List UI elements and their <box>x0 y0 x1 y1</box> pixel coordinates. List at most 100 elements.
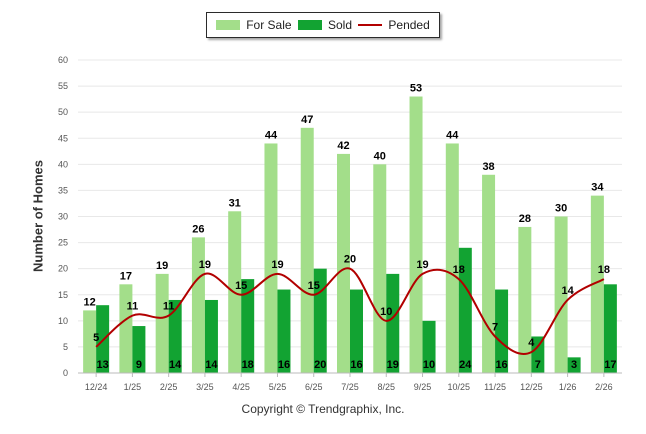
data-label-pended: 20 <box>344 254 356 266</box>
y-tick-label: 5 <box>63 342 68 352</box>
data-label-for-sale: 19 <box>156 260 168 272</box>
x-tick-label: 1/26 <box>559 382 577 392</box>
x-tick-label: 4/25 <box>232 382 250 392</box>
y-tick-label: 50 <box>58 107 68 117</box>
pended-line-group <box>95 267 605 355</box>
y-tick-label: 55 <box>58 81 68 91</box>
data-label-sold: 14 <box>205 359 218 371</box>
data-label-for-sale: 44 <box>446 129 459 141</box>
data-label-for-sale: 28 <box>519 213 531 225</box>
bar-for-sale <box>155 273 169 373</box>
bar-sold <box>350 289 363 373</box>
data-label-for-sale: 26 <box>192 223 204 235</box>
bar-for-sale <box>337 153 350 373</box>
bar-sold <box>458 247 472 373</box>
data-label-sold: 24 <box>459 359 472 371</box>
data-label-for-sale: 38 <box>482 161 494 173</box>
data-label-pended: 19 <box>199 259 211 271</box>
bar-sold <box>204 299 218 373</box>
data-label-pended: 18 <box>453 264 465 276</box>
legend-item-for-sale[interactable]: For Sale <box>216 18 292 32</box>
data-label-for-sale: 53 <box>410 83 422 95</box>
data-label-sold: 16 <box>495 359 507 371</box>
y-tick-label: 60 <box>58 55 68 65</box>
x-tick-label: 2/25 <box>160 382 178 392</box>
data-label-sold: 3 <box>571 359 577 371</box>
y-tick-label: 20 <box>58 264 68 274</box>
bar-sold <box>495 289 509 373</box>
sold-swatch <box>297 20 322 30</box>
legend-item-sold[interactable]: Sold <box>297 18 352 32</box>
data-label-for-sale: 42 <box>337 140 349 152</box>
x-tick-label: 12/25 <box>520 382 543 392</box>
legend: For Sale Sold Pended <box>206 12 440 38</box>
y-tick-label: 15 <box>58 290 68 300</box>
y-axis-label: Number of Homes <box>30 160 46 272</box>
pended-swatch <box>358 24 383 26</box>
data-label-for-sale: 40 <box>374 150 386 162</box>
data-labels-group: 1213179191426143118441647204216401953104… <box>84 83 617 371</box>
bars-group <box>83 96 617 374</box>
data-label-sold: 13 <box>97 359 109 371</box>
x-tick-label: 1/25 <box>124 382 142 392</box>
data-label-for-sale: 12 <box>84 296 96 308</box>
data-label-sold: 16 <box>350 359 362 371</box>
data-label-for-sale: 30 <box>555 203 567 215</box>
for-sale-swatch <box>216 20 241 30</box>
data-label-pended: 19 <box>271 259 283 271</box>
data-label-pended: 14 <box>561 285 574 297</box>
data-label-pended: 7 <box>492 321 498 333</box>
legend-item-pended[interactable]: Pended <box>358 18 430 32</box>
bar-for-sale <box>373 164 387 373</box>
data-label-for-sale: 17 <box>120 270 132 282</box>
data-label-sold: 9 <box>136 359 142 371</box>
data-label-sold: 16 <box>278 359 290 371</box>
x-tick-label: 5/25 <box>269 382 287 392</box>
x-tick-label: 3/25 <box>196 382 214 392</box>
y-tick-label: 10 <box>58 316 68 326</box>
x-tick-label: 10/25 <box>448 382 471 392</box>
data-label-sold: 7 <box>535 359 541 371</box>
data-label-sold: 19 <box>387 359 399 371</box>
bar-sold <box>132 326 146 373</box>
bar-sold <box>386 273 400 373</box>
bar-for-sale <box>590 195 604 373</box>
data-label-sold: 14 <box>169 359 182 371</box>
bar-for-sale <box>191 237 205 373</box>
bar-sold <box>567 357 581 373</box>
bar-for-sale <box>482 174 496 373</box>
x-tick-label: 6/25 <box>305 382 323 392</box>
bar-for-sale <box>445 143 459 373</box>
data-label-pended: 11 <box>163 301 175 313</box>
bar-sold <box>168 299 182 373</box>
bar-sold <box>531 336 545 373</box>
bar-for-sale <box>300 127 314 373</box>
y-tick-label: 40 <box>58 159 68 169</box>
data-label-pended: 5 <box>93 332 99 344</box>
data-label-sold: 17 <box>604 359 616 371</box>
data-label-pended: 19 <box>416 259 428 271</box>
data-label-for-sale: 47 <box>301 114 313 126</box>
legend-label-for-sale: For Sale <box>246 18 292 32</box>
data-label-sold: 18 <box>242 359 254 371</box>
y-tick-label: 30 <box>58 212 68 222</box>
bar-for-sale <box>409 96 423 374</box>
copyright-footer: Copyright © Trendgraphix, Inc. <box>241 402 405 416</box>
data-label-pended: 18 <box>598 264 610 276</box>
legend-label-sold: Sold <box>327 18 352 32</box>
x-tick-label: 8/25 <box>378 382 396 392</box>
bar-for-sale <box>554 216 568 373</box>
data-label-pended: 10 <box>380 306 392 318</box>
bar-sold <box>603 284 617 373</box>
data-label-pended: 4 <box>528 337 535 349</box>
data-label-sold: 10 <box>423 359 435 371</box>
bar-for-sale <box>119 284 133 373</box>
x-tick-label: 9/25 <box>414 382 432 392</box>
bar-for-sale <box>518 226 532 373</box>
data-label-sold: 20 <box>314 359 326 371</box>
y-tick-label: 25 <box>58 238 68 248</box>
bar-sold <box>241 279 255 373</box>
data-label-for-sale: 34 <box>591 182 604 194</box>
